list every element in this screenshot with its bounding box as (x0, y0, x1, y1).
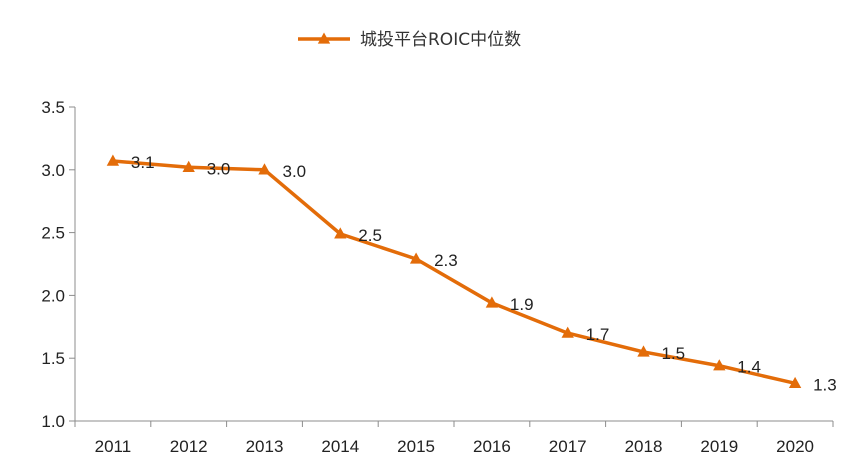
data-label: 1.9 (510, 295, 534, 314)
axes: 1.0 1.5 2.0 2.5 3.0 3.5 2011 2012 2013 2014 2015 20… (41, 98, 834, 456)
data-label: 1.3 (813, 375, 837, 394)
data-point-marker (788, 376, 802, 388)
legend: 城投平台ROIC中位数 (298, 30, 521, 50)
x-tick-label: 2020 (776, 437, 814, 456)
data-labels: 3.1 3.0 3.0 2.5 2.3 1.9 1.7 1.5 1.4 1.3 (131, 153, 837, 394)
data-label: 3.0 (283, 162, 307, 181)
data-label: 1.5 (662, 344, 686, 363)
y-tick-label: 2.0 (41, 286, 65, 305)
y-tick-label: 1.5 (41, 349, 65, 368)
legend-label: 城投平台ROIC中位数 (360, 30, 521, 50)
data-point-marker (637, 345, 650, 357)
data-label: 3.0 (207, 159, 231, 178)
series-line (112, 159, 796, 386)
x-tick-label: 2016 (473, 437, 511, 456)
data-point-marker (182, 160, 195, 172)
data-point-marker (713, 359, 726, 371)
series-roic (106, 154, 802, 388)
x-tick-label: 2018 (625, 437, 663, 456)
x-tick-label: 2015 (397, 437, 435, 456)
x-tick-label: 2012 (170, 437, 208, 456)
y-tick-label: 1.0 (41, 412, 65, 431)
x-tick-label: 2017 (549, 437, 587, 456)
data-point-marker (409, 252, 423, 264)
data-point-marker (561, 326, 574, 338)
data-point-marker (106, 154, 120, 166)
data-point-marker (485, 296, 499, 308)
data-label: 2.3 (434, 251, 458, 270)
data-label: 1.4 (737, 358, 761, 377)
x-tick-label: 2014 (321, 437, 359, 456)
data-label: 2.5 (358, 226, 382, 245)
y-tick-label: 3.5 (41, 98, 65, 117)
data-label: 3.1 (131, 153, 155, 172)
data-point-marker (258, 163, 271, 175)
data-point-marker (334, 227, 347, 239)
y-tick-label: 3.0 (41, 161, 65, 180)
x-tick-label: 2013 (246, 437, 284, 456)
x-tick-label: 2019 (700, 437, 738, 456)
legend-triangle-marker (317, 32, 331, 44)
data-label: 1.7 (586, 325, 610, 344)
x-tick-label: 2011 (95, 437, 132, 456)
y-tick-label: 2.5 (41, 224, 65, 243)
